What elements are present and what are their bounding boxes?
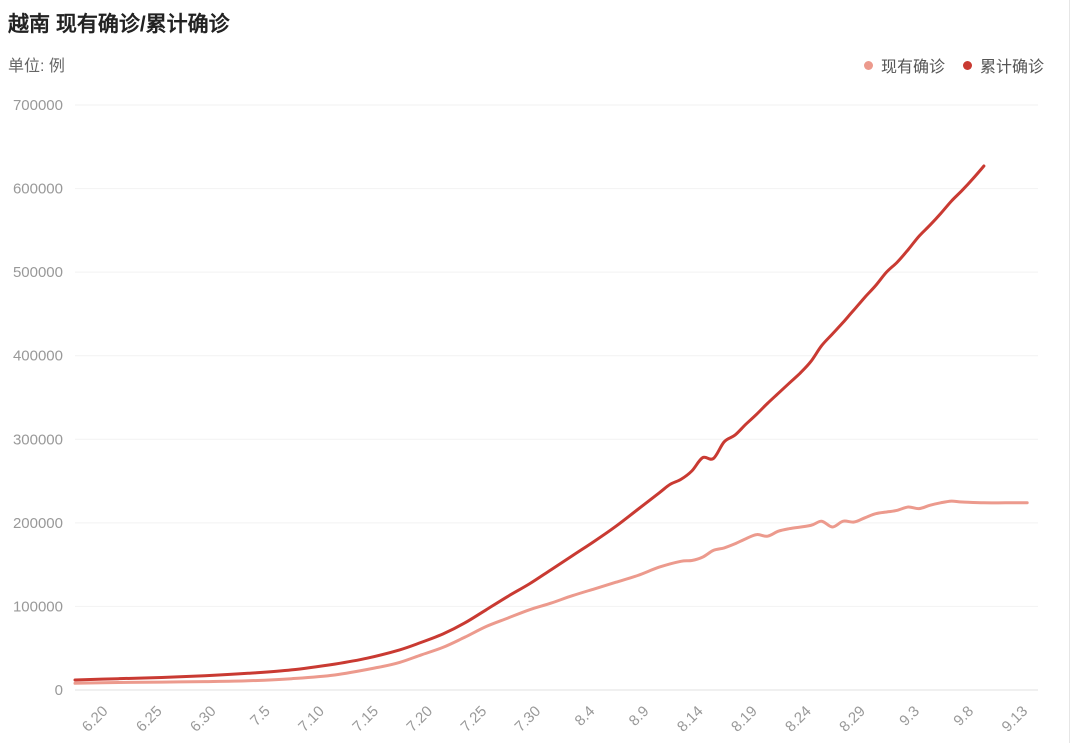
y-tick-label-400000: 400000 bbox=[13, 348, 63, 365]
x-tick-label-7.15: 7.15 bbox=[349, 703, 382, 736]
series-line-cumulative bbox=[73, 164, 986, 682]
x-tick-label-9.3: 9.3 bbox=[896, 703, 923, 730]
x-tick-label-6.20: 6.20 bbox=[79, 703, 112, 736]
y-tick-label-500000: 500000 bbox=[13, 264, 63, 281]
x-tick-label-7.5: 7.5 bbox=[247, 703, 274, 730]
x-tick-label-8.19: 8.19 bbox=[728, 703, 761, 736]
x-tick-label-8.9: 8.9 bbox=[626, 703, 653, 730]
panel-edge bbox=[1069, 0, 1070, 743]
x-tick-label-7.10: 7.10 bbox=[295, 703, 328, 736]
x-tick-label-7.30: 7.30 bbox=[512, 703, 545, 736]
x-tick-label-9.13: 9.13 bbox=[999, 703, 1032, 736]
x-tick-label-7.20: 7.20 bbox=[403, 703, 436, 736]
x-tick-label-9.8: 9.8 bbox=[950, 703, 977, 730]
chart-title: 越南 现有确诊/累计确诊 bbox=[8, 13, 230, 36]
y-tick-label-0: 0 bbox=[55, 682, 63, 699]
legend-label-cumulative: 累计确诊 bbox=[979, 59, 1044, 76]
legend-item-cumulative[interactable]: 累计确诊 bbox=[962, 53, 1044, 77]
unit-label: 单位: 例 bbox=[8, 58, 65, 75]
x-tick-label-8.14: 8.14 bbox=[674, 703, 707, 736]
legend: 现有确诊 累计确诊 bbox=[863, 53, 1044, 77]
x-tick-label-7.25: 7.25 bbox=[458, 703, 491, 736]
legend-label-current: 现有确诊 bbox=[880, 59, 945, 76]
x-tick-label-6.25: 6.25 bbox=[133, 703, 166, 736]
y-tick-label-300000: 300000 bbox=[13, 431, 63, 448]
y-tick-label-100000: 100000 bbox=[13, 598, 63, 615]
x-tick-label-8.29: 8.29 bbox=[836, 703, 869, 736]
series-line-current bbox=[73, 499, 1029, 685]
y-tick-label-700000: 700000 bbox=[13, 97, 63, 114]
legend-dot-current bbox=[863, 60, 873, 70]
y-tick-label-200000: 200000 bbox=[13, 515, 63, 532]
x-tick-label-8.24: 8.24 bbox=[782, 703, 815, 736]
x-tick-label-6.30: 6.30 bbox=[187, 703, 220, 736]
y-tick-label-600000: 600000 bbox=[13, 181, 63, 198]
legend-item-current[interactable]: 现有确诊 bbox=[863, 53, 945, 77]
x-tick-label-8.4: 8.4 bbox=[572, 703, 599, 730]
legend-dot-cumulative bbox=[962, 60, 972, 70]
